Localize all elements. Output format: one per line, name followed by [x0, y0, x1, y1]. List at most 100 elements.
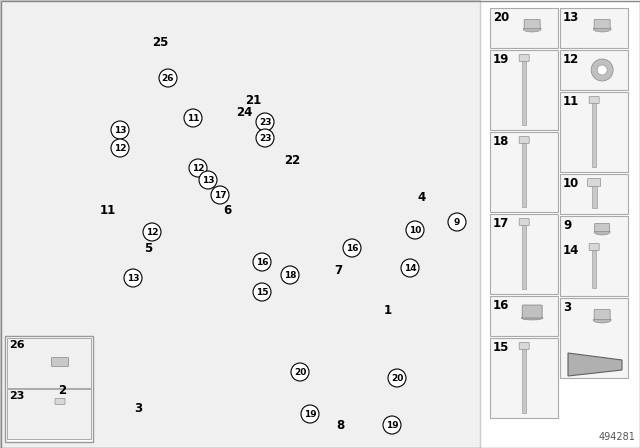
Circle shape — [383, 416, 401, 434]
Text: 18: 18 — [493, 135, 509, 148]
Ellipse shape — [523, 26, 541, 32]
Bar — [591, 186, 596, 208]
FancyBboxPatch shape — [595, 224, 610, 232]
Ellipse shape — [594, 229, 610, 235]
Polygon shape — [568, 353, 622, 376]
Text: 15: 15 — [256, 288, 268, 297]
Circle shape — [388, 369, 406, 387]
Circle shape — [189, 159, 207, 177]
Text: 20: 20 — [493, 11, 509, 24]
Text: 10: 10 — [409, 225, 421, 234]
Text: 20: 20 — [391, 374, 403, 383]
Circle shape — [111, 139, 129, 157]
FancyBboxPatch shape — [519, 343, 529, 349]
Text: 18: 18 — [284, 271, 296, 280]
Text: 8: 8 — [336, 418, 344, 431]
Text: 11: 11 — [100, 203, 116, 216]
Circle shape — [256, 129, 274, 147]
Text: 16: 16 — [256, 258, 268, 267]
Circle shape — [597, 65, 607, 75]
FancyBboxPatch shape — [522, 305, 542, 318]
Text: 20: 20 — [294, 367, 306, 376]
Bar — [490, 296, 558, 336]
Circle shape — [281, 266, 299, 284]
Circle shape — [253, 253, 271, 271]
Text: 24: 24 — [236, 105, 252, 119]
Text: 5: 5 — [144, 241, 152, 254]
Text: 12: 12 — [563, 53, 579, 66]
Text: 13: 13 — [127, 273, 140, 283]
Text: 23: 23 — [259, 117, 271, 126]
Bar — [592, 250, 596, 288]
Bar — [522, 349, 526, 413]
Text: 11: 11 — [187, 113, 199, 122]
Text: 13: 13 — [114, 125, 126, 134]
Text: 3: 3 — [134, 401, 142, 414]
FancyBboxPatch shape — [519, 55, 529, 61]
Text: 12: 12 — [114, 143, 126, 152]
Text: 17: 17 — [493, 217, 509, 230]
Circle shape — [184, 109, 202, 127]
Text: 23: 23 — [259, 134, 271, 142]
Text: 19: 19 — [386, 421, 398, 430]
Text: 12: 12 — [146, 228, 158, 237]
Text: 6: 6 — [223, 203, 231, 216]
FancyBboxPatch shape — [594, 310, 610, 319]
Bar — [490, 8, 558, 48]
FancyBboxPatch shape — [589, 96, 599, 103]
Text: 4: 4 — [418, 190, 426, 203]
Text: 17: 17 — [214, 190, 227, 199]
Text: 22: 22 — [284, 154, 300, 167]
Ellipse shape — [593, 317, 611, 323]
FancyBboxPatch shape — [589, 244, 599, 250]
Bar — [490, 50, 558, 130]
FancyBboxPatch shape — [519, 137, 529, 143]
FancyBboxPatch shape — [588, 178, 601, 186]
Bar — [592, 103, 596, 167]
Bar — [560, 174, 628, 214]
Circle shape — [211, 186, 229, 204]
FancyBboxPatch shape — [524, 20, 540, 29]
FancyBboxPatch shape — [51, 358, 68, 366]
Ellipse shape — [50, 364, 70, 370]
Text: 19: 19 — [493, 53, 509, 66]
Bar — [560, 8, 628, 48]
Bar — [7, 389, 91, 439]
Bar — [560, 50, 628, 90]
Bar — [58, 404, 62, 424]
Text: 16: 16 — [493, 299, 509, 312]
Circle shape — [256, 113, 274, 131]
Text: 12: 12 — [192, 164, 204, 172]
Bar — [560, 298, 628, 378]
Circle shape — [143, 223, 161, 241]
Text: 494281: 494281 — [598, 432, 635, 442]
Bar — [7, 338, 91, 388]
Text: 26: 26 — [162, 73, 174, 82]
Text: 11: 11 — [563, 95, 579, 108]
Bar — [490, 214, 558, 294]
FancyBboxPatch shape — [519, 219, 529, 225]
Text: 16: 16 — [346, 244, 358, 253]
Text: 26: 26 — [9, 340, 24, 350]
Bar — [490, 132, 558, 212]
Text: 2: 2 — [58, 383, 66, 396]
Text: 10: 10 — [563, 177, 579, 190]
Bar — [560, 216, 628, 296]
Text: 13: 13 — [563, 11, 579, 24]
Bar — [522, 143, 526, 207]
Ellipse shape — [522, 316, 543, 320]
Text: 7: 7 — [334, 263, 342, 276]
Text: 21: 21 — [245, 94, 261, 107]
Text: 9: 9 — [454, 217, 460, 227]
Text: 13: 13 — [202, 176, 214, 185]
Circle shape — [159, 69, 177, 87]
Bar — [5, 336, 93, 442]
Text: 25: 25 — [152, 35, 168, 48]
Text: 14: 14 — [404, 263, 416, 272]
Circle shape — [199, 171, 217, 189]
FancyBboxPatch shape — [55, 399, 65, 405]
Bar — [522, 225, 526, 289]
Text: 1: 1 — [384, 303, 392, 316]
Circle shape — [591, 59, 613, 81]
Text: 15: 15 — [493, 341, 509, 354]
